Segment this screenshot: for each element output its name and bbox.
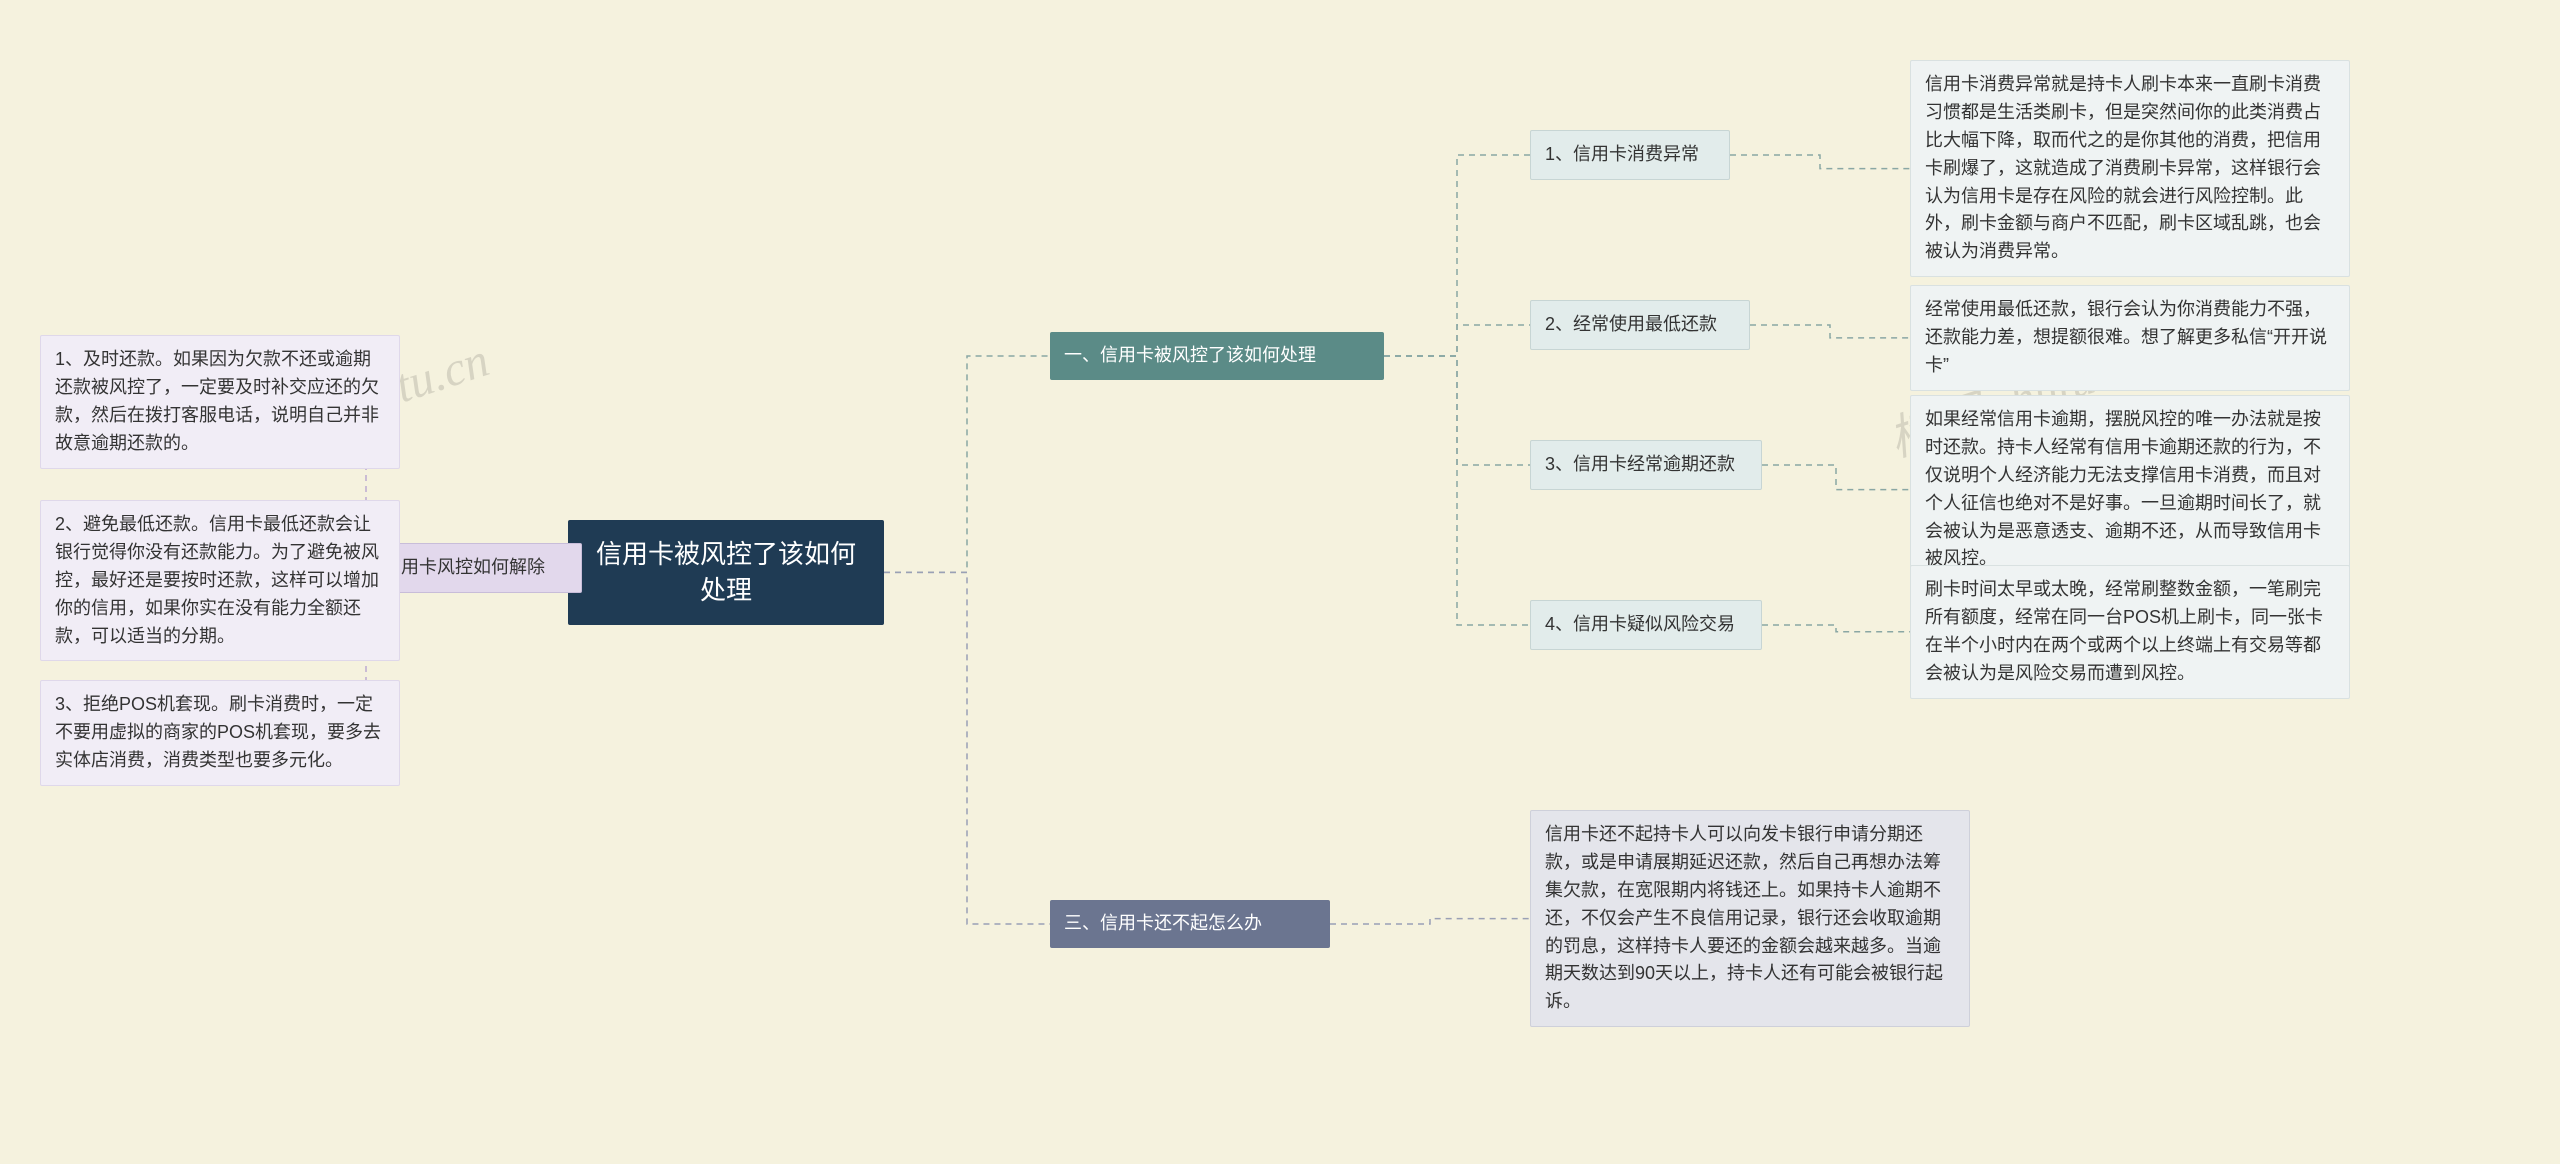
branch-1-item-2-detail: 经常使用最低还款，银行会认为你消费能力不强，还款能力差，想提额很难。想了解更多私… [1910,285,2350,391]
root-node: 信用卡被风控了该如何处理 [568,520,884,625]
branch-1-item-4-detail: 刷卡时间太早或太晚，经常刷整数金额，一笔刷完所有额度，经常在同一台POS机上刷卡… [1910,565,2350,699]
item-label: 3、信用卡经常逾期还款 [1545,454,1735,474]
branch-3-detail: 信用卡还不起持卡人可以向发卡银行申请分期还款，或是申请展期延迟还款，然后自己再想… [1530,810,1970,1027]
branch-2-item-1: 1、及时还款。如果因为欠款不还或逾期还款被风控了，一定要及时补交应还的欠款，然后… [40,335,400,469]
branch-1-item-1-detail: 信用卡消费异常就是持卡人刷卡本来一直刷卡消费习惯都是生活类刷卡，但是突然间你的此… [1910,60,2350,277]
detail-text: 1、及时还款。如果因为欠款不还或逾期还款被风控了，一定要及时补交应还的欠款，然后… [55,349,379,453]
detail-text: 信用卡还不起持卡人可以向发卡银行申请分期还款，或是申请展期延迟还款，然后自己再想… [1545,824,1943,1011]
detail-text: 2、避免最低还款。信用卡最低还款会让银行觉得你没有还款能力。为了避免被风控，最好… [55,514,379,646]
root-label: 信用卡被风控了该如何处理 [596,539,856,605]
item-label: 4、信用卡疑似风险交易 [1545,614,1735,634]
branch-3: 三、信用卡还不起怎么办 [1050,900,1330,948]
detail-text: 信用卡消费异常就是持卡人刷卡本来一直刷卡消费习惯都是生活类刷卡，但是突然间你的此… [1925,74,2321,261]
branch-1-item-2: 2、经常使用最低还款 [1530,300,1750,350]
detail-text: 经常使用最低还款，银行会认为你消费能力不强，还款能力差，想提额很难。想了解更多私… [1925,299,2327,375]
item-label: 1、信用卡消费异常 [1545,144,1699,164]
branch-1: 一、信用卡被风控了该如何处理 [1050,332,1384,380]
branch-1-item-4: 4、信用卡疑似风险交易 [1530,600,1762,650]
branch-2-item-3: 3、拒绝POS机套现。刷卡消费时，一定不要用虚拟的商家的POS机套现，要多去实体… [40,680,400,786]
detail-text: 3、拒绝POS机套现。刷卡消费时，一定不要用虚拟的商家的POS机套现，要多去实体… [55,694,381,770]
detail-text: 刷卡时间太早或太晚，经常刷整数金额，一笔刷完所有额度，经常在同一台POS机上刷卡… [1925,579,2323,683]
branch-1-label: 一、信用卡被风控了该如何处理 [1064,345,1316,365]
branch-2-item-2: 2、避免最低还款。信用卡最低还款会让银行觉得你没有还款能力。为了避免被风控，最好… [40,500,400,661]
detail-text: 如果经常信用卡逾期，摆脱风控的唯一办法就是按时还款。持卡人经常有信用卡逾期还款的… [1925,409,2321,568]
branch-3-label: 三、信用卡还不起怎么办 [1064,913,1262,933]
branch-1-item-3: 3、信用卡经常逾期还款 [1530,440,1762,490]
branch-1-item-3-detail: 如果经常信用卡逾期，摆脱风控的唯一办法就是按时还款。持卡人经常有信用卡逾期还款的… [1910,395,2350,584]
branch-1-item-1: 1、信用卡消费异常 [1530,130,1730,180]
item-label: 2、经常使用最低还款 [1545,314,1717,334]
